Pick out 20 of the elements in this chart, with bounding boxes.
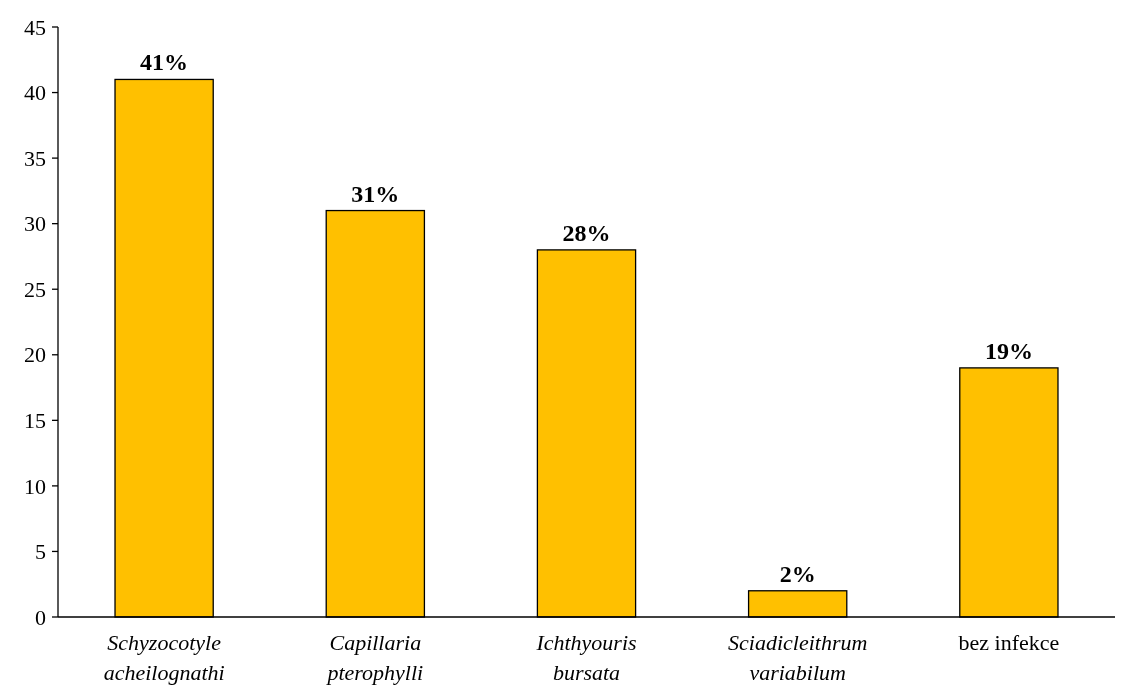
data-label: 28% — [562, 219, 611, 246]
y-tick-label: 0 — [35, 604, 46, 630]
data-label: 41% — [140, 49, 189, 76]
y-tick-label: 30 — [24, 211, 46, 237]
data-label: 31% — [351, 180, 400, 207]
data-label: 2% — [779, 560, 816, 587]
y-tick-label: 40 — [24, 80, 46, 106]
y-tick-label: 45 — [24, 14, 46, 40]
x-tick-label: bez infekce — [958, 630, 1060, 655]
y-tick-label: 5 — [35, 539, 46, 565]
y-tick-label: 20 — [24, 342, 46, 368]
x-tick-label: Capillaria pterophylli — [325, 630, 424, 685]
y-tick-label: 15 — [24, 408, 46, 434]
y-tick-label: 10 — [24, 473, 46, 499]
y-tick-label: 35 — [24, 145, 46, 171]
x-tick-label: Schyzocotyle acheilognathi — [103, 630, 225, 685]
y-tick-label: 25 — [24, 276, 46, 302]
x-tick-label: Sciadicleithrum variabilum — [728, 630, 868, 685]
x-tick-label: Ichthyouris bursata — [535, 630, 637, 685]
data-label: 19% — [984, 337, 1033, 364]
